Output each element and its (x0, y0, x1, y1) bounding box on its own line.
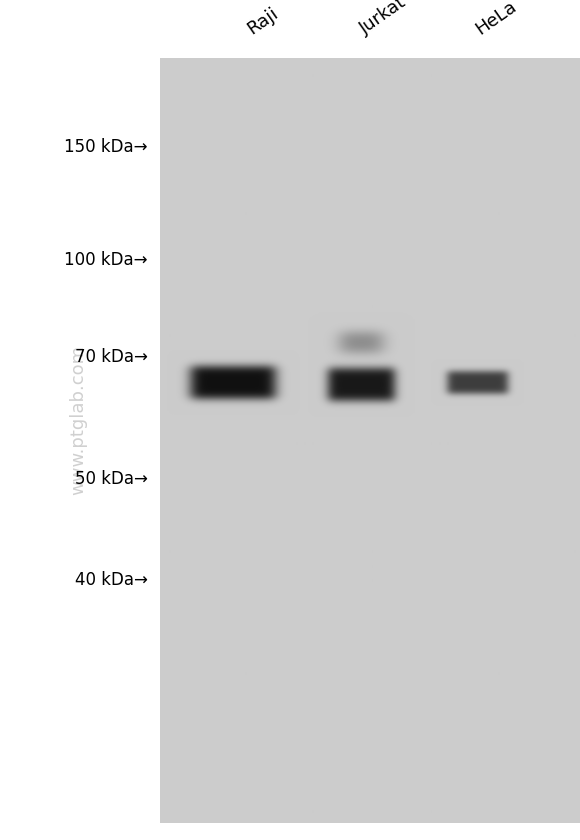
Text: www.ptglab.com: www.ptglab.com (69, 345, 88, 495)
Text: 100 kDa→: 100 kDa→ (64, 251, 148, 270)
Text: 70 kDa→: 70 kDa→ (75, 348, 148, 366)
Text: Raji: Raji (244, 4, 281, 38)
Text: Jurkat: Jurkat (357, 0, 410, 38)
Text: 150 kDa→: 150 kDa→ (64, 138, 148, 156)
Text: 40 kDa→: 40 kDa→ (75, 570, 148, 589)
Text: HeLa: HeLa (473, 0, 520, 38)
Text: 50 kDa→: 50 kDa→ (75, 470, 148, 488)
